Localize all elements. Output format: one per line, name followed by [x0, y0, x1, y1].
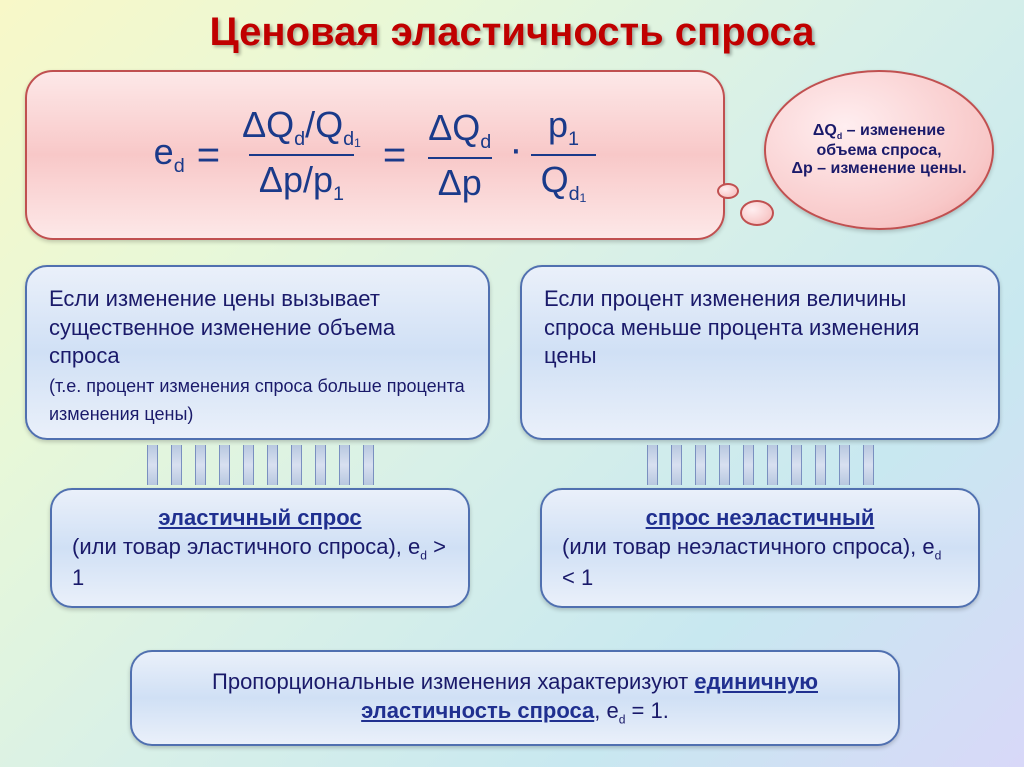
equals: = [197, 133, 220, 178]
fraction-3: p1 Qd₁ [531, 103, 597, 207]
definition-bubble: ΔQd – изменение объема спроса, Δp – изме… [764, 70, 994, 230]
connector-left [120, 445, 400, 485]
bubble-tail-icon [740, 200, 774, 226]
equals-2: = [383, 133, 406, 178]
result-elastic: эластичный спрос (или товар эластичного … [50, 488, 470, 608]
condition-elastic: Если изменение цены вызывает существенно… [25, 265, 490, 440]
formula-box: ed = ΔQd/Qd₁ Δp/p1 = ΔQd Δp · p1 Qd₁ [25, 70, 725, 240]
bubble-tail-icon [717, 183, 739, 199]
dot: · [509, 127, 522, 172]
unit-elasticity: Пропорциональные изменения характеризуют… [130, 650, 900, 746]
page-title: Ценовая эластичность спроса [0, 10, 1024, 55]
formula-lhs: ed [154, 131, 185, 178]
condition-inelastic: Если процент изменения величины спроса м… [520, 265, 1000, 440]
result-inelastic: спрос неэластичный (или товар неэластичн… [540, 488, 980, 608]
fraction-2: ΔQd Δp [418, 106, 501, 204]
connector-right [620, 445, 900, 485]
fraction-1: ΔQd/Qd₁ Δp/p1 [232, 103, 371, 207]
